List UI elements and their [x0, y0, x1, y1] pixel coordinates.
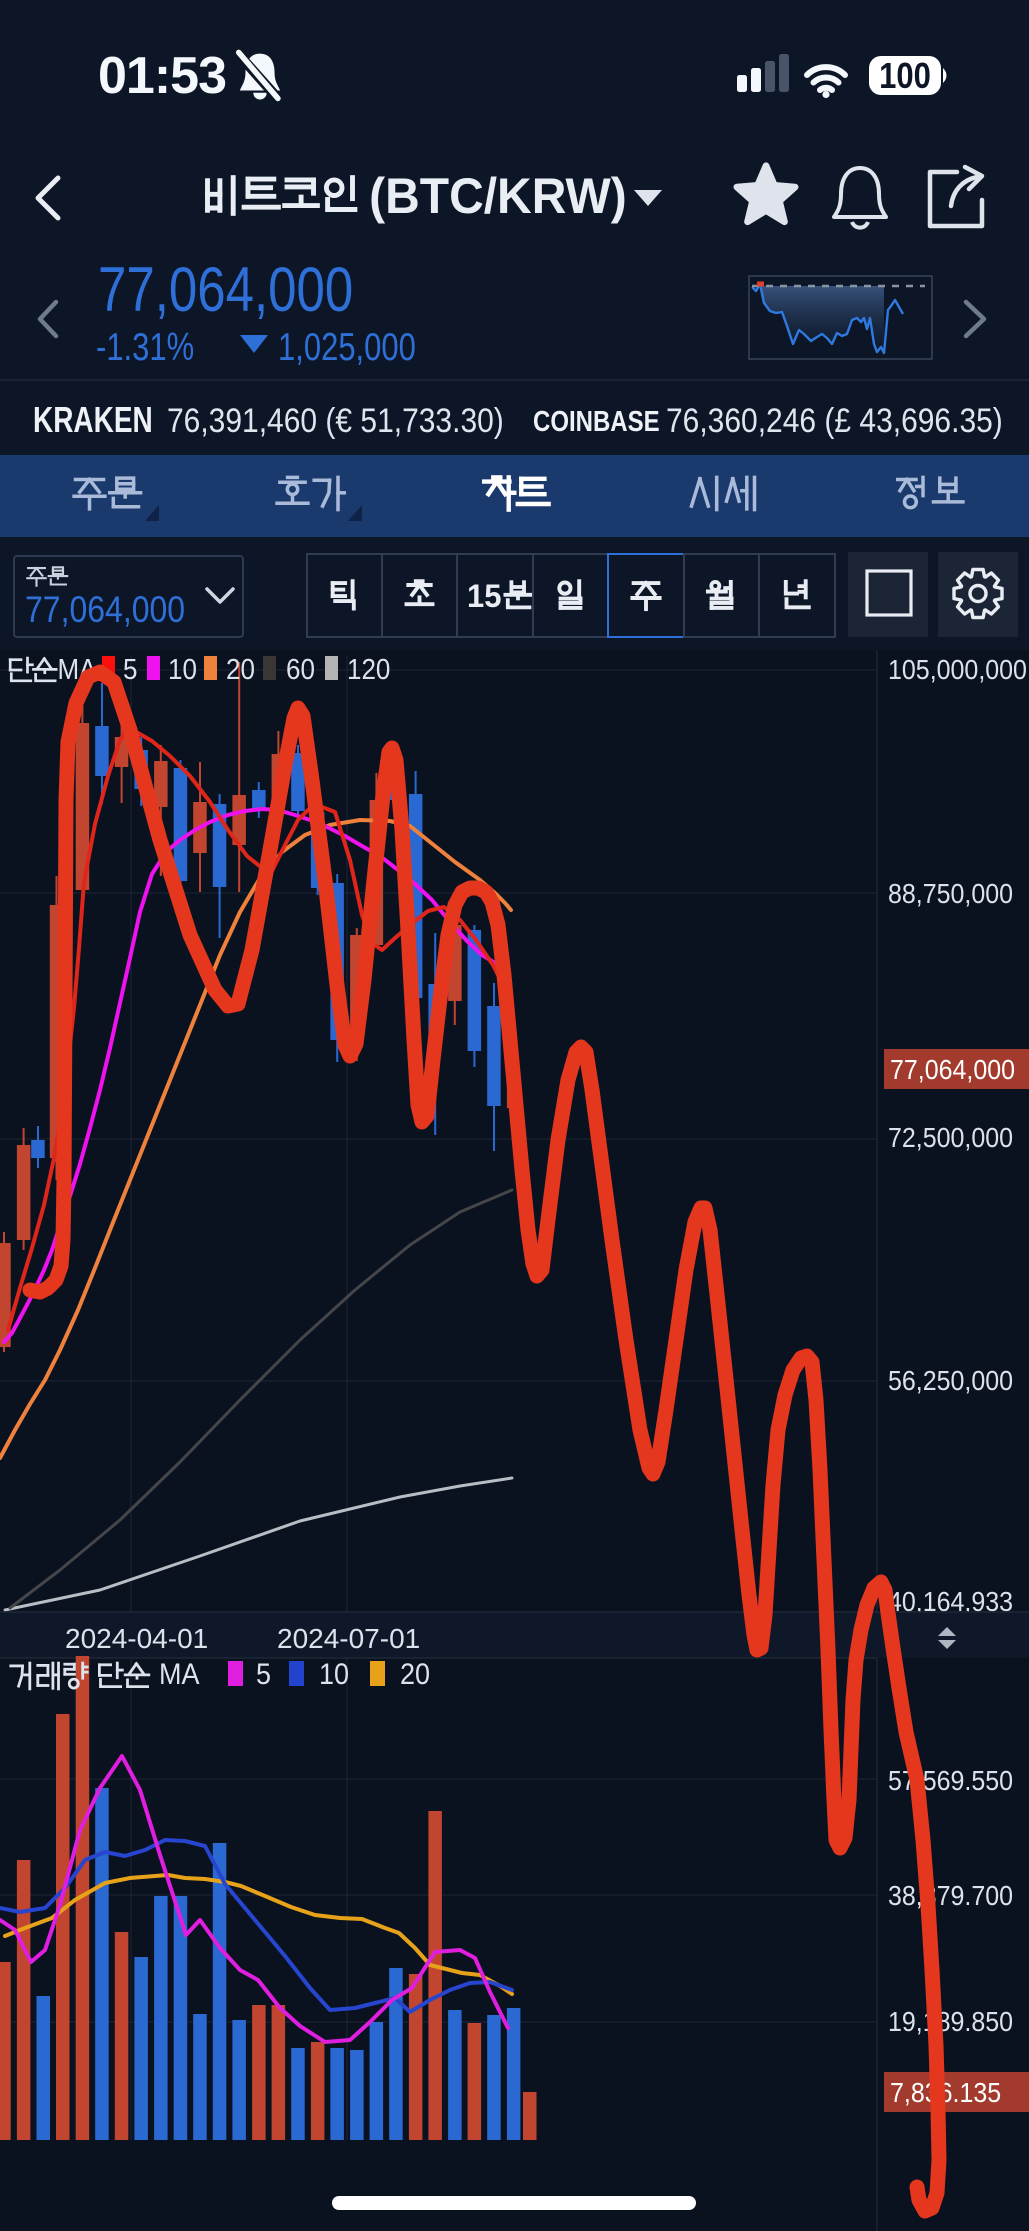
svg-text:57,569.550: 57,569.550 [888, 1765, 1013, 1796]
svg-text:15: 15 [467, 577, 501, 614]
svg-text:77,064,000: 77,064,000 [98, 255, 353, 325]
svg-text:76,360,246 (£ 43,696.35): 76,360,246 (£ 43,696.35) [666, 401, 1003, 439]
svg-text:5: 5 [123, 653, 137, 685]
svg-text:60: 60 [286, 653, 315, 685]
svg-text:2024-04-01: 2024-04-01 [65, 1623, 208, 1654]
svg-text:19,189.850: 19,189.850 [888, 2006, 1013, 2037]
svg-text:77,064,000: 77,064,000 [25, 590, 185, 631]
svg-text:72,500,000: 72,500,000 [888, 1122, 1013, 1153]
svg-text:KRAKEN: KRAKEN [33, 400, 153, 440]
svg-text:88,750,000: 88,750,000 [888, 878, 1013, 909]
svg-text:1,025,000: 1,025,000 [278, 326, 416, 369]
svg-text:105,000,000: 105,000,000 [888, 654, 1027, 685]
svg-text:76,391,460 (€ 51,733.30): 76,391,460 (€ 51,733.30) [167, 401, 504, 439]
svg-text:-1.31%: -1.31% [96, 326, 194, 369]
svg-text:10: 10 [319, 1658, 349, 1691]
svg-text:(BTC/KRW): (BTC/KRW) [369, 168, 627, 224]
svg-text:100: 100 [879, 57, 931, 97]
svg-text:COINBASE: COINBASE [533, 405, 660, 438]
svg-text:10: 10 [168, 653, 197, 685]
svg-text:38,379.700: 38,379.700 [888, 1880, 1013, 1911]
svg-text:20: 20 [226, 653, 255, 685]
svg-text:MA: MA [159, 1658, 200, 1691]
svg-text:120: 120 [347, 653, 390, 685]
svg-text:2024-07-01: 2024-07-01 [277, 1623, 420, 1654]
svg-text:56,250,000: 56,250,000 [888, 1365, 1013, 1396]
svg-text:7,836.135: 7,836.135 [890, 2077, 1001, 2108]
svg-text:5: 5 [256, 1658, 271, 1691]
svg-text:01:53: 01:53 [98, 47, 226, 105]
svg-text:20: 20 [400, 1658, 430, 1691]
svg-text:77,064,000: 77,064,000 [890, 1054, 1015, 1085]
